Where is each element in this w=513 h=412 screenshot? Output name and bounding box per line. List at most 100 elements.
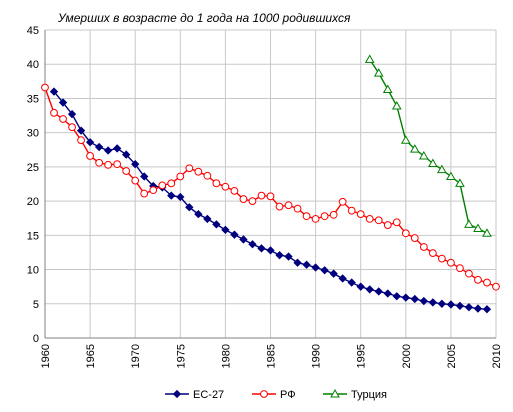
data-point [67,110,77,119]
data-point [293,204,302,213]
x-tick-label: 1995 [356,344,368,368]
data-point [140,189,149,198]
data-point [221,225,230,235]
data-point [122,150,131,159]
x-tick-label: 1970 [130,344,142,368]
data-point [194,209,203,219]
y-tick-label: 0 [33,333,39,345]
data-point [418,150,429,160]
data-point [212,220,221,229]
series-group [41,54,500,314]
data-point [365,285,374,294]
legend-item: Турция [323,388,387,401]
data-point [85,138,95,147]
data-point [302,212,311,221]
data-point [58,98,68,107]
data-point [446,171,456,180]
data-point [356,282,365,291]
data-point [464,219,474,228]
legend-item: ЕС-27 [165,389,224,401]
data-point [401,293,410,302]
x-tick-label: 2005 [446,344,458,368]
legend-marker [330,388,340,398]
axes: 0 5 10 15 20 25 30 35 40 45 1960 1965 1970 1975 1980 19… [27,25,503,368]
data-point [176,172,185,181]
legend-label: ЕС-27 [193,389,224,401]
data-point [293,258,302,267]
data-point [329,210,338,219]
data-point [41,83,49,92]
data-point [409,144,420,153]
y-tick-label: 40 [27,59,39,71]
data-point [374,287,383,296]
data-point [347,206,356,215]
x-tick-label: 1975 [175,344,187,368]
data-point [383,221,392,229]
data-point [113,160,122,169]
data-point [140,172,149,181]
data-point [122,167,131,175]
data-point [364,54,375,63]
x-tick-label: 1990 [311,344,323,368]
data-point [76,126,86,135]
data-point [167,179,176,188]
data-point [410,294,419,304]
data-point [320,266,329,275]
data-point [419,243,428,251]
data-point [185,164,194,173]
data-point [221,182,230,191]
data-point [382,84,393,94]
data-point [95,158,104,167]
data-point [94,142,104,152]
y-tick-label: 35 [27,93,39,105]
data-point [248,240,257,249]
data-point [427,158,438,167]
data-point [194,167,203,176]
data-point [400,135,411,144]
data-point [374,216,383,225]
grid [44,29,497,339]
data-point [302,260,311,269]
data-point [248,197,257,206]
data-point [203,171,212,180]
data-point [239,195,248,203]
y-tick-label: 20 [27,196,39,208]
data-point [474,275,482,284]
data-point [456,264,464,273]
data-point [203,214,212,224]
data-point [410,234,419,242]
data-point [446,300,456,309]
data-point [131,176,140,185]
data-point [383,289,392,298]
data-point [68,123,76,132]
data-point [49,87,59,96]
data-point [239,235,248,244]
x-tick-label: 1980 [220,344,232,368]
data-point [158,181,167,190]
y-tick-label: 45 [27,25,39,37]
chart-title: Умерших в возрасте до 1 года на 1000 род… [57,11,351,25]
x-tick-label: 1985 [266,344,278,368]
y-tick-label: 15 [27,230,39,242]
y-tick-label: 25 [27,162,39,174]
data-point [447,258,455,267]
data-point [257,244,266,253]
data-point [419,296,429,306]
data-point [365,215,374,223]
data-point [428,298,438,307]
data-point [284,201,293,210]
data-point [266,192,275,201]
data-point [391,100,402,110]
data-point [464,303,474,312]
data-point [437,254,446,263]
data-point [230,230,239,239]
data-point [275,202,284,211]
data-point [492,282,500,291]
data-point [212,179,221,188]
data-point [356,210,365,219]
legend-label: РФ [280,389,296,401]
y-tick-label: 5 [33,299,39,311]
series-3 [364,54,492,237]
data-point [401,229,410,238]
data-point [50,108,58,117]
